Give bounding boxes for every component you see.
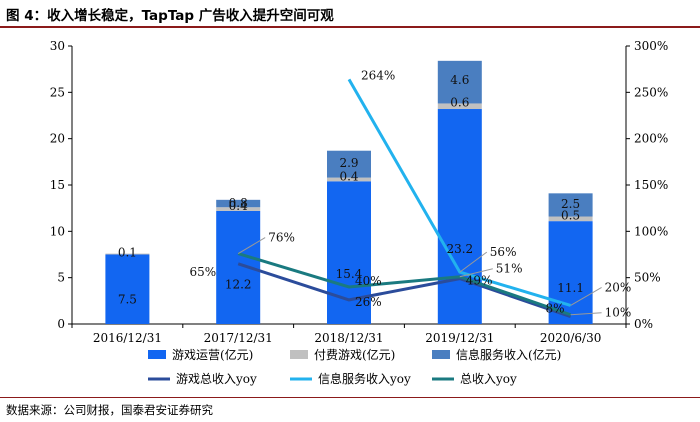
line-label-2-1: 76%	[268, 231, 295, 245]
y-right-tick-label: 50%	[634, 271, 661, 285]
x-tick-label: 2018/12/31	[314, 331, 383, 345]
data-labels-group: 7.5 12.2 15.4 23.2 11.1 0.1 0.4 0.4 0.6 0.5 0.8 2.9…	[118, 68, 631, 319]
legend-label-bar-0: 游戏运营(亿元)	[172, 347, 253, 362]
bar-label-2-4: 2.5	[561, 197, 580, 211]
bar-1-1	[216, 207, 261, 211]
x-tick-label: 2020/6/30	[540, 331, 602, 345]
y-left-tick-label: 25	[50, 85, 65, 99]
bar-2-3	[437, 60, 482, 104]
legend-label-bar-2: 信息服务收入(亿元)	[456, 347, 561, 362]
bar-label-1-0: 0.1	[118, 246, 137, 260]
y-right-tick-label: 200%	[634, 132, 668, 146]
y-right-tick-label: 300%	[634, 39, 668, 53]
bar-label-0-2: 15.4	[336, 267, 363, 281]
bar-1-2	[327, 177, 371, 182]
y-right-tick-label: 150%	[634, 178, 668, 192]
bar-2-2	[327, 150, 371, 178]
y-right-tick-label: 0%	[634, 317, 653, 331]
y-right-tick-label: 100%	[634, 224, 668, 238]
source-note: 数据来源：公司财报，国泰君安证券研究	[6, 403, 213, 417]
legend-label-line-2: 总收入yoy	[460, 372, 517, 386]
line-label-1-3: 56%	[490, 245, 517, 259]
bar-1-3	[437, 103, 482, 110]
bar-1-0	[105, 253, 150, 255]
leader-line-1-3	[459, 251, 488, 273]
bar-label-0-0: 7.5	[118, 293, 137, 307]
bar-label-0-1: 12.2	[225, 277, 252, 291]
x-tick-label: 2019/12/31	[425, 331, 494, 345]
legend-label-line-0: 游戏总收入yoy	[176, 372, 257, 386]
x-tick-label: 2017/12/31	[204, 331, 273, 345]
bar-0-3	[437, 109, 482, 324]
legend-swatch-bar-0	[148, 350, 166, 359]
leader-line-2-3	[459, 268, 493, 278]
legend-label-bar-1: 付费游戏(亿元)	[314, 347, 395, 362]
line-0	[237, 262, 572, 319]
x-tick-label: 2016/12/31	[93, 331, 162, 345]
line-2	[237, 252, 572, 317]
y-right-tick-label: 250%	[634, 85, 668, 99]
y-left-tick-label: 20	[50, 132, 65, 146]
bar-0-0	[105, 254, 150, 324]
bar-label-1-4: 0.5	[561, 209, 580, 223]
bar-label-1-1: 0.4	[229, 199, 248, 213]
bar-2-4	[548, 193, 593, 217]
figure-title: 图 4：收入增长稳定，TapTap 广告收入提升空间可观	[6, 8, 334, 24]
line-label-0-2: 26%	[355, 295, 382, 309]
leader-line-2-4	[570, 312, 602, 316]
leader-line-2-1	[237, 237, 266, 255]
bar-label-2-1: 0.8	[229, 196, 248, 210]
title-rule	[0, 26, 700, 28]
line-label-1-2: 264%	[361, 68, 395, 82]
y-left-tick-label: 15	[50, 178, 65, 192]
bar-label-2-2: 2.9	[339, 156, 358, 170]
bars-group	[105, 60, 593, 324]
bar-label-1-2: 0.4	[339, 170, 358, 184]
line-label-0-1: 65%	[190, 265, 217, 279]
line-label-2-2: 40%	[355, 274, 382, 288]
source-rule	[0, 397, 700, 398]
legend-swatch-bar-2	[432, 350, 450, 359]
line-label-0-3: 49%	[466, 274, 493, 288]
y-left-tick-label: 10	[50, 224, 65, 238]
y-left-tick-label: 5	[57, 271, 65, 285]
y-left-tick-label: 30	[50, 39, 65, 53]
line-label-0-4: 8%	[546, 302, 565, 316]
leader-line-1-4	[570, 287, 602, 306]
y-left-tick-label: 0	[57, 317, 65, 331]
line-label-2-3: 51%	[496, 262, 523, 276]
lines-group	[237, 78, 572, 319]
bar-label-0-4: 11.1	[557, 281, 584, 295]
bar-label-0-3: 23.2	[446, 242, 473, 256]
legend-swatch-bar-1	[290, 350, 308, 359]
bar-label-1-3: 0.6	[450, 95, 469, 109]
line-label-1-4: 20%	[605, 280, 632, 294]
bar-0-4	[548, 221, 593, 324]
bar-label-2-3: 4.6	[450, 73, 469, 87]
legend-label-line-1: 信息服务收入yoy	[318, 371, 411, 386]
line-label-2-4: 10%	[605, 306, 632, 320]
bar-2-1	[216, 199, 261, 208]
bar-1-4	[548, 216, 593, 222]
legend-group: 游戏运营(亿元) 付费游戏(亿元) 信息服务收入(亿元) 游戏总收入yoy 信息服务收入…	[148, 347, 561, 386]
